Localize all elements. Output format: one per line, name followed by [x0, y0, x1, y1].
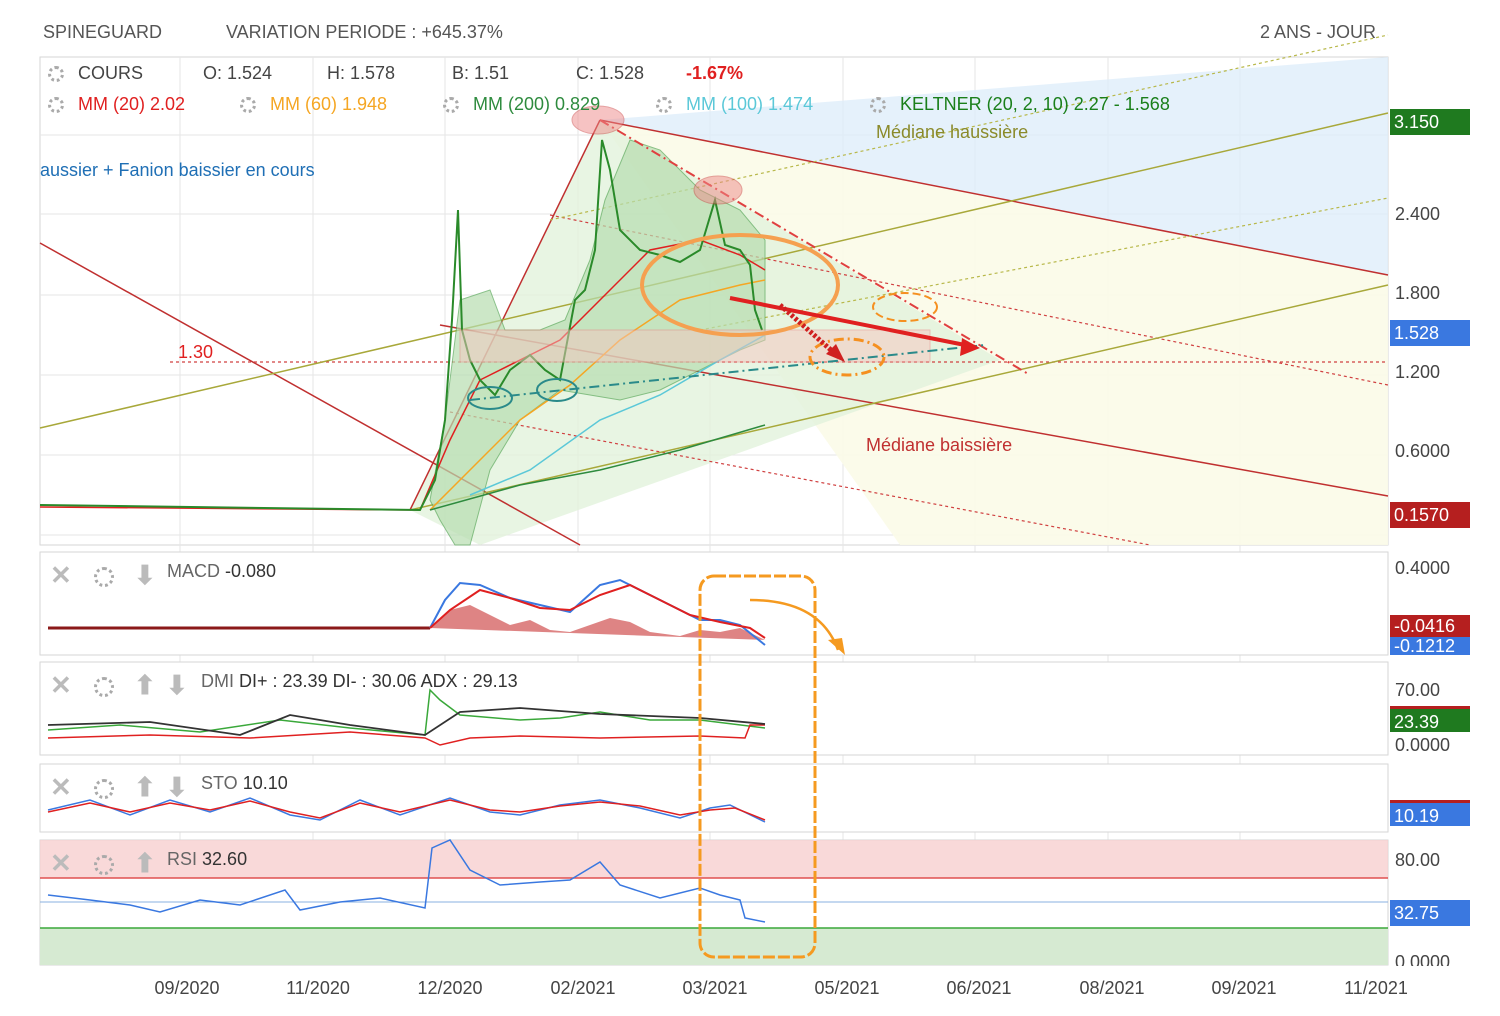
macd-label: MACD -0.080: [167, 561, 277, 581]
high-value: H: 1.578: [327, 63, 396, 83]
low-price-tag: 0.1570: [1390, 502, 1470, 528]
rsi-close-icon[interactable]: ✕: [50, 848, 72, 878]
pennant-top: [599, 119, 1031, 376]
mm100-label: MM (100) 1.474: [686, 94, 814, 114]
dmi-down-icon[interactable]: ⬇: [166, 670, 188, 700]
mm200-line: [429, 424, 766, 511]
mm60-label: MM (60) 1.948: [270, 94, 388, 114]
sto-down-icon[interactable]: ⬇: [166, 772, 188, 802]
rsi-tick-80: 80.00: [1395, 850, 1441, 870]
sto-close-icon[interactable]: ✕: [50, 772, 72, 802]
last-price-tag: 1.528: [1390, 320, 1470, 346]
rsi-gear-icon[interactable]: [94, 855, 114, 875]
sto-gear-icon[interactable]: [94, 779, 114, 799]
high-price-tag: 3.150: [1390, 109, 1470, 135]
macd-close-icon[interactable]: ✕: [50, 560, 72, 590]
variation-text: VARIATION PERIODE : +645.37%: [226, 22, 503, 42]
mediane-haussiere-label: Médiane haussière: [876, 122, 1029, 142]
pennant-bottom: [469, 344, 986, 401]
x-tick: 12/2020: [417, 978, 483, 998]
ticker-name: SPINEGUARD: [43, 22, 163, 42]
support-zone: [459, 329, 931, 363]
macd-tick: 0.4000: [1395, 558, 1451, 578]
x-tick: 11/2021: [1344, 978, 1408, 998]
pattern-annotation: aussier + Fanion baissier en cours: [40, 160, 315, 180]
dmi-gear-icon[interactable]: [94, 677, 114, 697]
x-tick: 03/2021: [682, 978, 748, 998]
sto-panel: [39, 763, 1389, 833]
period-selector[interactable]: 2 ANS - JOUR: [1260, 22, 1377, 42]
rsi-up-icon[interactable]: ⬆: [134, 848, 156, 878]
price-tick-2400: 2.400: [1395, 204, 1441, 224]
price-tick-1800: 1.800: [1395, 283, 1441, 303]
rsi-tick-0: 0.0000: [1395, 952, 1451, 966]
dmi-close-icon[interactable]: ✕: [50, 670, 72, 700]
mediane-baissiere-label: Médiane baissière: [866, 435, 1013, 455]
mm20-gear-icon[interactable]: [48, 97, 64, 113]
low-value: B: 1.51: [452, 63, 510, 83]
mm60-gear-icon[interactable]: [240, 97, 256, 113]
top-ellipse: [571, 105, 625, 135]
x-tick: 05/2021: [814, 978, 880, 998]
change-value: -1.67%: [686, 63, 744, 83]
x-tick: 06/2021: [946, 978, 1012, 998]
macd-tag-line: -0.1212: [1390, 637, 1470, 655]
mm100-gear-icon[interactable]: [656, 97, 672, 113]
consolidation-ellipse: [640, 233, 840, 337]
rsi-tag: 32.75: [1390, 900, 1470, 926]
rsi-label: RSI 32.60: [167, 849, 248, 869]
dmi-tick-0: 0.0000: [1395, 735, 1451, 755]
x-tick: 11/2020: [286, 978, 350, 998]
x-tick: 02/2021: [550, 978, 616, 998]
mm200-gear-icon[interactable]: [443, 97, 459, 113]
mm200-label: MM (200) 0.829: [473, 94, 601, 114]
x-tick: 09/2020: [154, 978, 220, 998]
keltner-gear-icon[interactable]: [870, 97, 886, 113]
dmi-panel: [39, 661, 1389, 756]
close-value: C: 1.528: [576, 63, 645, 83]
highlight-box: [698, 574, 817, 959]
sto-up-icon[interactable]: ⬆: [134, 772, 156, 802]
sto-tag: 10.19: [1390, 800, 1470, 826]
x-tick: 09/2021: [1211, 978, 1277, 998]
macd-down-icon[interactable]: ⬇: [134, 560, 156, 590]
second-top-ellipse: [693, 175, 743, 205]
macd-tag-signal: -0.0416: [1390, 615, 1470, 637]
price-tick-1200: 1.200: [1395, 362, 1441, 382]
dmi-tag: 23.39: [1390, 706, 1470, 732]
macd-gear-icon[interactable]: [94, 567, 114, 587]
dmi-label: DMI DI+ : 23.39 DI- : 30.06 ADX : 29.13: [201, 671, 518, 691]
open-value: O: 1.524: [203, 63, 273, 83]
sto-label: STO 10.10: [201, 773, 288, 793]
cours-gear-icon[interactable]: [48, 66, 64, 82]
cours-label: COURS: [78, 63, 144, 83]
x-tick: 08/2021: [1079, 978, 1145, 998]
mm20-label: MM (20) 2.02: [78, 94, 186, 114]
keltner-label: KELTNER (20, 2, 10) 2.27 - 1.568: [900, 94, 1170, 114]
dmi-up-icon[interactable]: ⬆: [134, 670, 156, 700]
target-arrow: [729, 296, 976, 349]
price-tick-0600: 0.6000: [1395, 441, 1451, 461]
blue-zone: [600, 57, 1388, 275]
level-130-label: 1.30: [178, 342, 214, 362]
yellow-zone: [600, 120, 1388, 545]
dmi-tick-70: 70.00: [1395, 680, 1441, 700]
price-line: [39, 139, 763, 512]
